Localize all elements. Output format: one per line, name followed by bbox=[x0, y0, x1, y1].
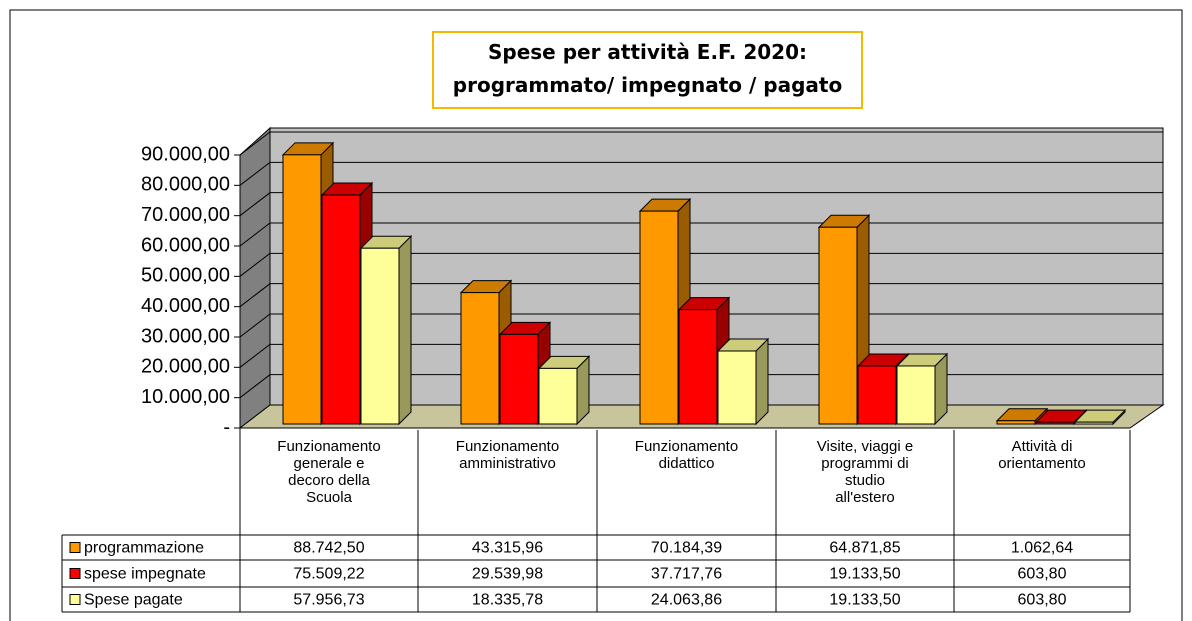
value-label: 75.509,22 bbox=[293, 566, 364, 583]
bar bbox=[359, 234, 413, 426]
y-tick-label: 80.000,00 bbox=[141, 174, 230, 196]
bar-front bbox=[1035, 421, 1075, 425]
legend-swatch bbox=[69, 542, 81, 553]
category-label: Funzionamento generale e decoro della Sc… bbox=[277, 438, 381, 506]
value-label: 24.063,86 bbox=[651, 592, 722, 609]
y-tick-label: 10.000,00 bbox=[141, 386, 230, 408]
legend-label: spese impegnate bbox=[84, 566, 206, 583]
value-label: 29.539,98 bbox=[472, 566, 543, 583]
category-label-box: Funzionamento didattico bbox=[634, 438, 739, 472]
bar bbox=[716, 337, 770, 426]
value-label: 18.335,78 bbox=[472, 592, 543, 609]
category-label: Attività di orientamento bbox=[998, 438, 1086, 472]
bar-front bbox=[499, 333, 539, 425]
bar bbox=[638, 197, 692, 426]
value-label: 1.062,64 bbox=[1011, 540, 1073, 557]
category-label: Funzionamento didattico bbox=[634, 438, 739, 472]
y-tick-label: 90.000,00 bbox=[141, 143, 230, 165]
value-label: 19.133,50 bbox=[829, 566, 900, 583]
value-label: 43.315,96 bbox=[472, 540, 543, 557]
category-label: Funzionamento amministrativo bbox=[455, 438, 560, 472]
bar-front bbox=[818, 226, 858, 425]
value-label: 88.742,50 bbox=[293, 540, 364, 557]
chart-title: Spese per attività E.F. 2020: programmat… bbox=[452, 40, 843, 97]
legend-swatch bbox=[69, 594, 81, 605]
bar-front bbox=[360, 247, 400, 425]
y-tick-label: 30.000,00 bbox=[141, 325, 230, 347]
bar-front bbox=[321, 194, 361, 425]
y-tick-label: 70.000,00 bbox=[141, 204, 230, 226]
category-label-box: Visite, viaggi e programmi di studio all… bbox=[816, 438, 914, 506]
legend-label: Spese pagate bbox=[84, 592, 183, 609]
y-tick-label: 60.000,00 bbox=[141, 234, 230, 256]
y-tick-label: - bbox=[223, 416, 230, 438]
grid-line bbox=[239, 192, 1163, 217]
value-label: 70.184,39 bbox=[651, 540, 722, 557]
value-label: 19.133,50 bbox=[829, 592, 900, 609]
bar-side bbox=[755, 337, 769, 426]
grid-line bbox=[239, 131, 1163, 156]
bar-front bbox=[460, 292, 500, 425]
value-label: 603,80 bbox=[1018, 566, 1067, 583]
y-tick-label: 20.000,00 bbox=[141, 356, 230, 378]
left-wall bbox=[239, 126, 271, 430]
value-label: 64.871,85 bbox=[829, 540, 900, 557]
y-tick-label: 40.000,00 bbox=[141, 295, 230, 317]
y-tick-label: 50.000,00 bbox=[141, 265, 230, 287]
legend-swatch bbox=[69, 568, 81, 579]
bar bbox=[1073, 408, 1127, 426]
category-label-box: Funzionamento amministrativo bbox=[455, 438, 560, 472]
bar bbox=[537, 355, 591, 426]
category-label-box: Funzionamento generale e decoro della Sc… bbox=[277, 438, 381, 506]
legend-label: programmazione bbox=[84, 540, 204, 557]
bar bbox=[817, 214, 871, 426]
category-label-box: Attività di orientamento bbox=[998, 438, 1086, 472]
bar-front bbox=[996, 420, 1036, 425]
title-box bbox=[432, 31, 863, 109]
bar-front bbox=[1074, 421, 1114, 425]
bar-front bbox=[538, 367, 578, 425]
value-label: 37.717,76 bbox=[651, 566, 722, 583]
value-label: 603,80 bbox=[1018, 592, 1067, 609]
bar-side bbox=[398, 234, 412, 426]
bar-front bbox=[282, 154, 322, 425]
bar-front bbox=[857, 365, 897, 425]
category-label: Visite, viaggi e programmi di studio all… bbox=[816, 438, 914, 506]
frame bbox=[9, 9, 1183, 621]
bar-front bbox=[678, 309, 718, 425]
value-label: 57.956,73 bbox=[293, 592, 364, 609]
bar-front bbox=[896, 365, 936, 425]
chart-title-box: Spese per attività E.F. 2020: programmat… bbox=[452, 40, 843, 97]
grid-line bbox=[239, 161, 1163, 186]
bar-front bbox=[639, 210, 679, 425]
bar bbox=[895, 352, 949, 426]
bar-front bbox=[717, 350, 757, 425]
